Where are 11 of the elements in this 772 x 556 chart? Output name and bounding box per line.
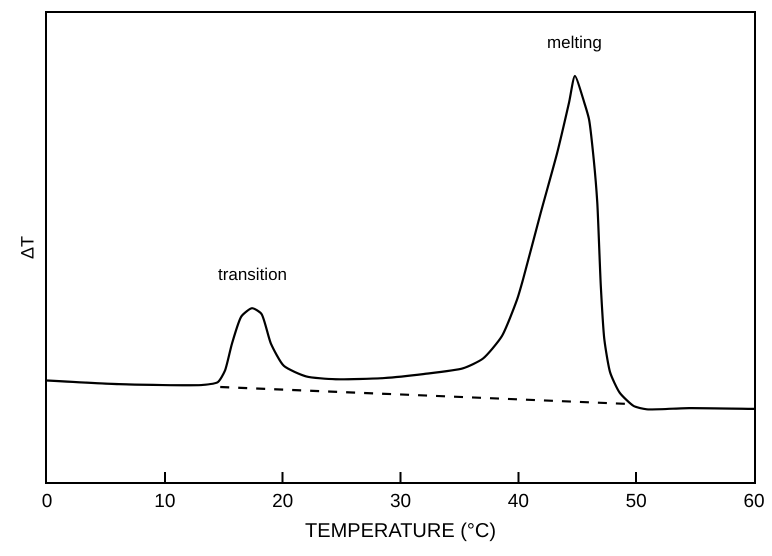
x-tick-label: 50 bbox=[626, 490, 647, 512]
x-tick-label: 20 bbox=[272, 490, 294, 512]
x-axis-title: TEMPERATURE (°C) bbox=[305, 520, 496, 542]
x-tick-label: 0 bbox=[42, 490, 52, 512]
annotation: transition bbox=[218, 265, 287, 284]
y-axis-title: ΔT bbox=[18, 236, 38, 260]
x-tick-label: 60 bbox=[743, 490, 765, 512]
annotation: melting bbox=[547, 33, 602, 52]
x-tick-label: 10 bbox=[154, 490, 176, 512]
x-tick-label: 30 bbox=[390, 490, 412, 512]
x-tick-label: 40 bbox=[508, 490, 529, 512]
